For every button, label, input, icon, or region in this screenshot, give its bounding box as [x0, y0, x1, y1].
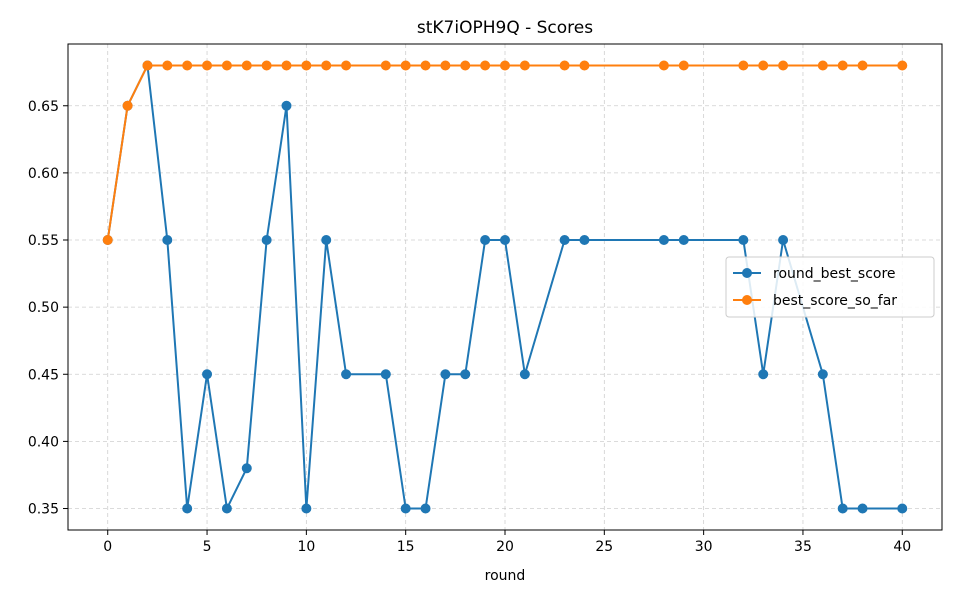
data-point: [519, 369, 530, 380]
data-point: [460, 369, 471, 380]
data-point: [758, 369, 769, 380]
data-point: [857, 503, 868, 514]
x-tick-label: 20: [496, 539, 514, 555]
y-tick-label: 0.65: [28, 99, 59, 115]
legend-label: best_score_so_far: [773, 293, 897, 309]
data-point: [281, 100, 292, 111]
data-point: [241, 60, 252, 71]
ticks: 0 5 10 15 20 25 30 35 40 0.35 0.40 0.45 0.50 0.55 0.60…: [28, 99, 911, 555]
series-group: [102, 60, 908, 514]
data-point: [440, 60, 451, 71]
data-point: [122, 100, 133, 111]
data-point: [281, 60, 292, 71]
legend-swatch-marker: [742, 268, 752, 278]
data-point: [261, 60, 272, 71]
y-tick-label: 0.35: [28, 502, 59, 518]
data-point: [380, 60, 391, 71]
x-tick-label: 5: [203, 539, 212, 555]
data-point: [738, 235, 749, 246]
data-point: [837, 503, 848, 514]
series-best_score_so_far: [102, 60, 908, 246]
data-point: [380, 369, 391, 380]
x-tick-label: 0: [103, 539, 112, 555]
data-point: [182, 503, 193, 514]
data-point: [261, 235, 272, 246]
data-point: [500, 60, 510, 71]
data-point: [440, 369, 451, 380]
data-point: [341, 369, 352, 380]
y-tick-label: 0.40: [28, 434, 59, 450]
data-point: [420, 503, 431, 514]
y-tick-label: 0.45: [28, 367, 59, 383]
x-tick-label: 40: [893, 539, 911, 555]
legend-label: round_best_score: [773, 266, 896, 282]
data-point: [480, 235, 491, 246]
legend-swatch-marker: [742, 295, 752, 305]
data-point: [559, 60, 570, 71]
data-point: [321, 60, 332, 71]
data-point: [579, 235, 590, 246]
data-point: [102, 235, 113, 246]
data-point: [420, 60, 431, 71]
data-point: [480, 60, 491, 71]
data-point: [519, 60, 530, 71]
data-point: [678, 235, 689, 246]
data-point: [817, 369, 828, 380]
x-tick-label: 25: [595, 539, 613, 555]
legend-item: round_best_score: [733, 266, 896, 282]
data-point: [321, 235, 332, 246]
data-point: [817, 60, 828, 71]
y-tick-label: 0.55: [28, 233, 59, 249]
data-point: [500, 235, 510, 246]
data-point: [658, 235, 669, 246]
data-point: [162, 235, 173, 246]
x-tick-label: 35: [794, 539, 812, 555]
data-point: [182, 60, 193, 71]
x-tick-label: 30: [695, 539, 713, 555]
data-point: [202, 60, 213, 71]
data-point: [837, 60, 848, 71]
data-point: [142, 60, 153, 71]
legend-item: best_score_so_far: [733, 293, 897, 309]
data-point: [758, 60, 769, 71]
x-axis-title: round: [485, 568, 526, 584]
data-point: [460, 60, 471, 71]
data-point: [658, 60, 669, 71]
data-point: [678, 60, 689, 71]
data-point: [301, 503, 312, 514]
y-tick-label: 0.50: [28, 300, 59, 316]
data-point: [400, 60, 411, 71]
data-point: [897, 60, 908, 71]
legend-box: [725, 256, 935, 318]
data-point: [221, 60, 232, 71]
data-point: [341, 60, 352, 71]
data-point: [857, 60, 868, 71]
data-point: [897, 503, 908, 514]
data-point: [301, 60, 312, 71]
data-point: [221, 503, 232, 514]
y-tick-label: 0.60: [28, 166, 59, 182]
chart-title: stK7iOPH9Q - Scores: [417, 18, 593, 38]
data-point: [400, 503, 411, 514]
data-point: [778, 235, 789, 246]
x-tick-label: 15: [397, 539, 415, 555]
data-point: [202, 369, 213, 380]
data-point: [162, 60, 173, 71]
data-point: [778, 60, 789, 71]
data-point: [738, 60, 749, 71]
data-point: [241, 463, 252, 474]
data-point: [559, 235, 570, 246]
series-line: [106, 64, 903, 510]
data-point: [579, 60, 590, 71]
x-tick-label: 10: [297, 539, 315, 555]
legend: round_best_score best_score_so_far: [725, 256, 935, 318]
